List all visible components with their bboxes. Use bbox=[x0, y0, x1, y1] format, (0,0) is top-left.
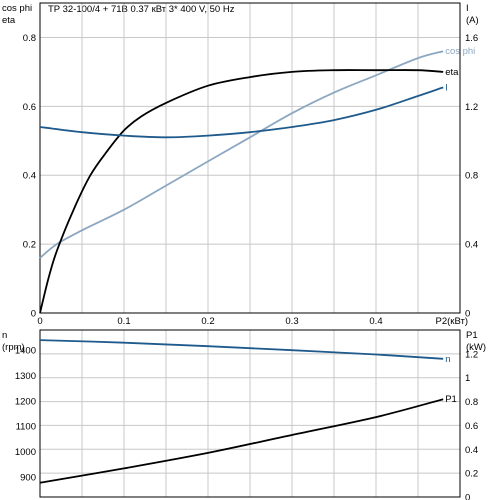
y-tick-label-right: 0.8 bbox=[465, 397, 478, 408]
y-tick-label-left: 0.2 bbox=[23, 240, 36, 251]
y-tick-label-left: 1300 bbox=[15, 371, 36, 382]
y-tick-label-left: 0 bbox=[31, 309, 36, 320]
series-label: I bbox=[445, 82, 448, 93]
series-line-n bbox=[39, 339, 444, 360]
bottom-chart: 900 1000 1100 1200 1300 1400 0 0.2 0.4 0.6 0.8 1 1.2… bbox=[2, 329, 486, 500]
y-tick-label-left: 1000 bbox=[15, 447, 36, 458]
y-tick-label-left: 1200 bbox=[15, 396, 36, 407]
y-tick-label-right: 0.4 bbox=[465, 445, 478, 456]
x-axis-label: P2(кВт) bbox=[436, 316, 468, 327]
x-tick-label: 0.2 bbox=[201, 316, 214, 327]
y-tick-label-right: 0.2 bbox=[465, 469, 478, 480]
y-tick-label-right: 0.4 bbox=[465, 240, 478, 251]
y-axis-label-left: (rpm) bbox=[2, 342, 25, 353]
y-tick-label-right: 0 bbox=[465, 309, 470, 320]
plot-frame bbox=[39, 2, 461, 314]
series-line-i bbox=[39, 86, 444, 139]
y-axis-label-left: eta bbox=[2, 15, 16, 26]
x-tick-label: 0 bbox=[37, 316, 42, 327]
y-axis-label-right: P1 bbox=[466, 330, 478, 341]
plot-frame bbox=[39, 329, 461, 498]
y-tick-label-left: 0.6 bbox=[23, 102, 36, 113]
series-line-eta bbox=[39, 69, 444, 314]
y-axis-label-left: n bbox=[2, 330, 7, 341]
y-tick-label-right: 1.2 bbox=[465, 102, 478, 113]
series-label: P1 bbox=[445, 394, 457, 405]
series-label: cos phi bbox=[445, 46, 475, 57]
y-tick-label-right: 1.6 bbox=[465, 33, 478, 44]
y-tick-label-right: 0 bbox=[465, 493, 470, 500]
y-tick-label-left: 1400 bbox=[15, 346, 36, 357]
series-line-cos-phi bbox=[39, 50, 444, 259]
series-line-p1 bbox=[39, 398, 444, 484]
y-tick-label-right: 1.2 bbox=[465, 349, 478, 360]
y-axis-label-right: I bbox=[466, 3, 469, 14]
series-label: n bbox=[445, 354, 450, 365]
y-tick-label-left: 0.4 bbox=[23, 171, 36, 182]
y-tick-label-right: 0.8 bbox=[465, 171, 478, 182]
chart-title: TP 32-100/4 + 71B 0.37 кВт 3* 400 V, 50 … bbox=[48, 4, 235, 15]
y-tick-label-right: 1 bbox=[465, 373, 470, 384]
y-tick-label-left: 0.8 bbox=[23, 33, 36, 44]
y-tick-label-left: 900 bbox=[20, 472, 36, 483]
y-tick-label-left: 1100 bbox=[16, 422, 36, 433]
x-tick-label: 0.3 bbox=[285, 316, 298, 327]
series-label: eta bbox=[445, 67, 459, 78]
x-tick-label: 0.1 bbox=[117, 316, 130, 327]
y-axis-label-left: cos phi bbox=[2, 3, 32, 14]
y-tick-label-right: 0.6 bbox=[465, 421, 478, 432]
x-tick-label: 0.4 bbox=[369, 316, 382, 327]
y-axis-label-right: (A) bbox=[466, 15, 479, 26]
y-axis-label-right: (kW) bbox=[466, 342, 486, 353]
